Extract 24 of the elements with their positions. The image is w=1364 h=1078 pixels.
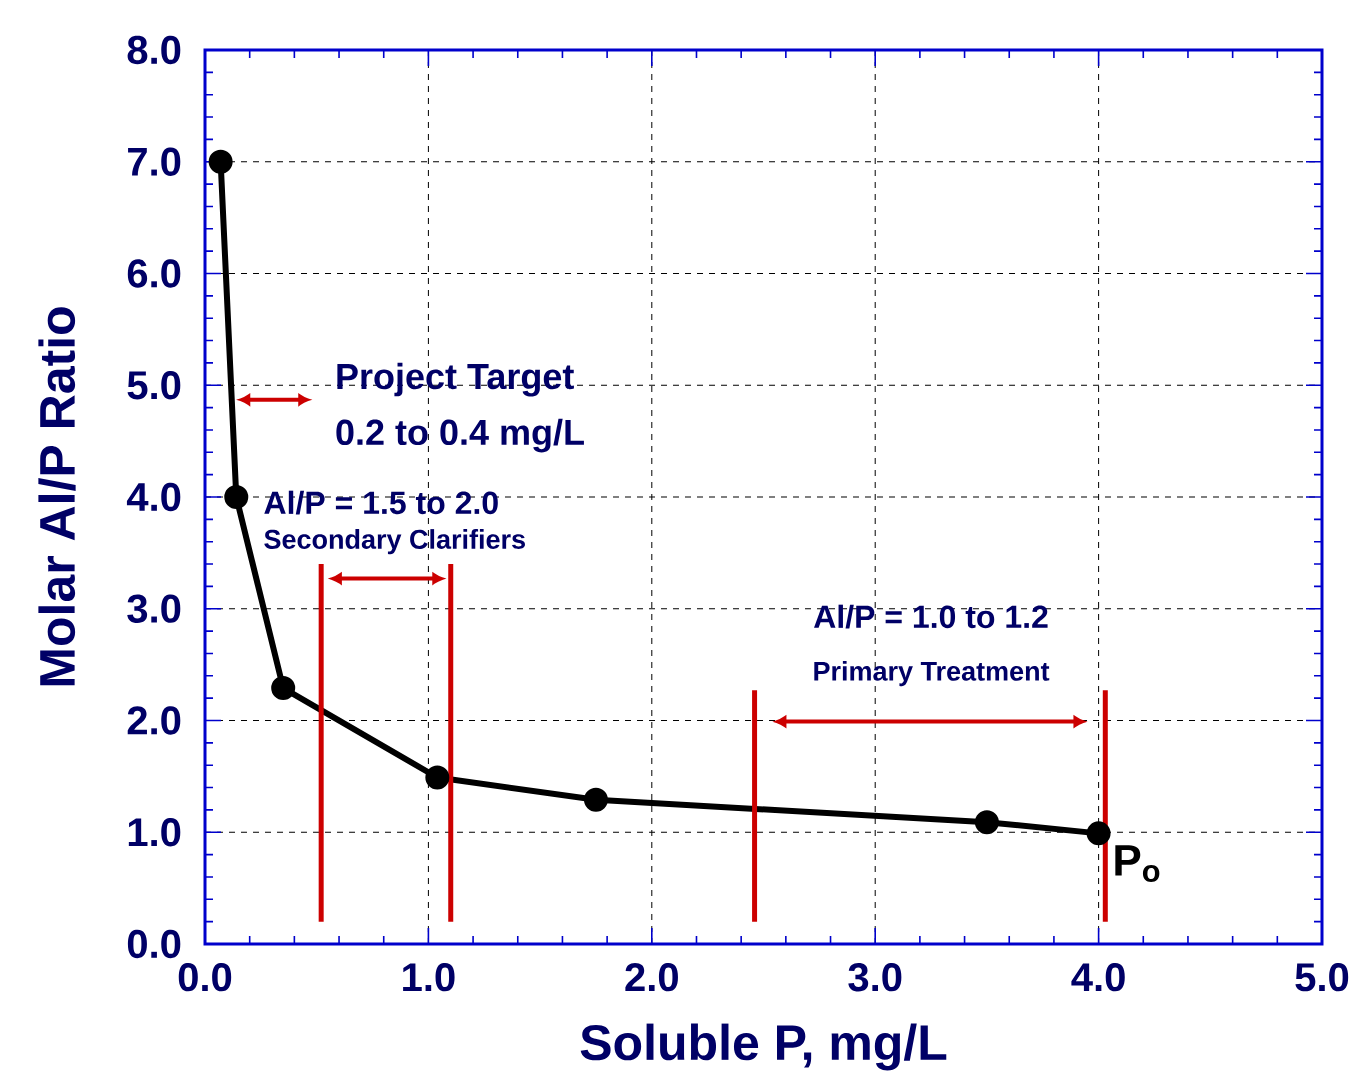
x-tick-label: 4.0	[1071, 963, 1125, 992]
y-tick-label: 1.0	[128, 818, 181, 847]
y-tick-label: 6.0	[127, 259, 181, 288]
x-tick-label: 3.0	[848, 963, 902, 992]
x-tick-label: 0.0	[178, 963, 232, 992]
y-tick-label: 5.0	[127, 371, 181, 400]
annotation: P$_{o}$	[1115, 845, 1160, 882]
x-tick-label: 2.0	[625, 963, 678, 992]
x-tick-label: 1.0	[403, 963, 455, 992]
y-axis-title: Molar Al/P Ratio	[38, 307, 76, 686]
annotation: Secondary Clarifiers	[264, 529, 525, 555]
x-tick-label: 5.0	[1295, 963, 1349, 992]
annotation: 0.2 to 0.4 mg/L	[336, 418, 584, 453]
y-tick-label: 4.0	[126, 482, 181, 512]
y-tick-label: 7.0	[128, 147, 181, 176]
y-tick-label: 2.0	[127, 706, 181, 735]
annotation: Project Target	[337, 362, 574, 397]
y-tick-label: 0.0	[127, 929, 181, 959]
y-tick-label: 3.0	[127, 594, 181, 623]
annotation: Al/P = 1.5 to 2.0	[264, 490, 498, 515]
x-axis-title: Soluble P, mg/L	[580, 1023, 947, 1071]
annotation: Al/P = 1.0 to 1.2	[814, 604, 1048, 629]
y-tick-label: 8.0	[127, 35, 181, 65]
annotation: Primary Treatment	[814, 660, 1050, 687]
